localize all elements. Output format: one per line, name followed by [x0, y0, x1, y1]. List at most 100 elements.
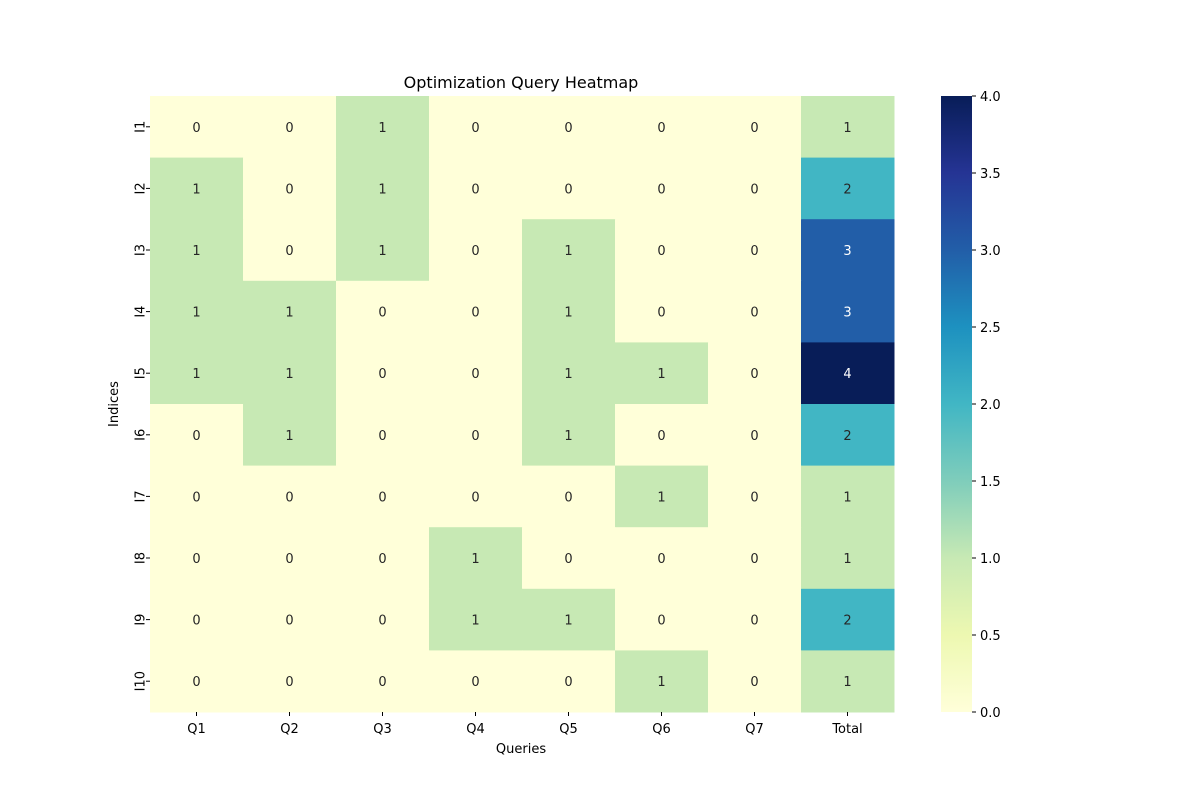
heatmap-cell	[801, 650, 895, 713]
cell-value-label: 0	[564, 675, 572, 690]
cell-value-label: 1	[378, 182, 386, 197]
cell-value-label: 1	[192, 244, 200, 259]
y-tick-label: I2	[134, 182, 149, 194]
heatmap-cell	[429, 280, 523, 343]
heatmap-cells: 0 0 1 0 0 0 0 1 1 0 1 0 0 0 0 2 1 0 1 0 1 0 0 3 1 1 0 0 1 0 0 3 1 1 0 0 1 1 0 4…	[150, 96, 895, 713]
heatmap-cell	[801, 219, 895, 282]
cell-value-label: 0	[378, 490, 386, 505]
cell-value-label: 1	[192, 182, 200, 197]
heatmap-cell	[708, 588, 802, 651]
heatmap-cell	[336, 157, 430, 220]
heatmap-cell	[429, 527, 523, 590]
cell-value-label: 0	[378, 306, 386, 321]
cell-value-label: 0	[750, 490, 758, 505]
cell-value-label: 0	[657, 614, 665, 629]
x-tick-label: Q3	[373, 722, 392, 737]
cell-value-label: 0	[192, 552, 200, 567]
cell-value-label: 2	[843, 614, 851, 629]
x-tick-label: Q7	[745, 722, 764, 737]
heatmap-cell	[150, 588, 244, 651]
cell-value-label: 1	[285, 306, 293, 321]
heatmap-cell	[522, 588, 616, 651]
heatmap-cell	[243, 219, 337, 282]
heatmap-cell	[801, 404, 895, 467]
heatmap-cell	[801, 527, 895, 590]
cell-value-label: 1	[843, 490, 851, 505]
cell-value-label: 0	[285, 490, 293, 505]
heatmap-cell	[336, 96, 430, 159]
colorbar-tick-label: 4.0	[980, 90, 1001, 105]
cell-value-label: 1	[843, 552, 851, 567]
cell-value-label: 0	[378, 367, 386, 382]
heatmap-cell	[429, 588, 523, 651]
cell-value-label: 0	[285, 552, 293, 567]
cell-value-label: 1	[378, 121, 386, 136]
colorbar-tick-label: 3.0	[980, 244, 1001, 259]
y-tick-label: I7	[134, 490, 149, 502]
heatmap-cell	[243, 465, 337, 528]
heatmap-cell	[801, 465, 895, 528]
cell-value-label: 2	[843, 429, 851, 444]
heatmap-cell	[336, 404, 430, 467]
cell-value-label: 0	[471, 182, 479, 197]
heatmap-cell	[615, 280, 709, 343]
heatmap-cell	[522, 157, 616, 220]
heatmap-cell	[801, 588, 895, 651]
heatmap-cell	[801, 342, 895, 405]
heatmap-cell	[336, 280, 430, 343]
heatmap-cell	[615, 465, 709, 528]
cell-value-label: 1	[843, 121, 851, 136]
heatmap-cell	[429, 96, 523, 159]
heatmap-cell	[150, 342, 244, 405]
heatmap-cell	[708, 342, 802, 405]
heatmap-cell	[150, 157, 244, 220]
cell-value-label: 3	[843, 306, 851, 321]
heatmap-cell	[615, 96, 709, 159]
cell-value-label: 3	[843, 244, 851, 259]
heatmap-cell	[615, 588, 709, 651]
cell-value-label: 0	[285, 121, 293, 136]
cell-value-label: 0	[471, 675, 479, 690]
heatmap-cell	[522, 404, 616, 467]
cell-value-label: 0	[192, 121, 200, 136]
heatmap-cell	[243, 404, 337, 467]
cell-value-label: 4	[843, 367, 851, 382]
heatmap-cell	[243, 650, 337, 713]
x-axis-ticks: Q1 Q2 Q3 Q4 Q5 Q6 Q7 Total	[187, 712, 863, 737]
cell-value-label: 0	[750, 429, 758, 444]
cell-value-label: 0	[657, 182, 665, 197]
cell-value-label: 1	[564, 367, 572, 382]
cell-value-label: 0	[750, 306, 758, 321]
cell-value-label: 0	[192, 614, 200, 629]
cell-value-label: 0	[285, 675, 293, 690]
cell-value-label: 0	[750, 182, 758, 197]
colorbar-tick-label: 1.0	[980, 552, 1001, 567]
colorbar: 0.0 0.5 1.0 1.5 2.0 2.5 3.0 3.5 4.0	[941, 90, 1001, 721]
heatmap-cell	[615, 527, 709, 590]
heatmap-cell	[429, 342, 523, 405]
cell-value-label: 1	[192, 306, 200, 321]
heatmap-cell	[243, 527, 337, 590]
heatmap-cell	[708, 650, 802, 713]
cell-value-label: 1	[564, 306, 572, 321]
x-tick-label: Total	[831, 722, 862, 737]
cell-value-label: 1	[657, 367, 665, 382]
heatmap-cell	[243, 588, 337, 651]
colorbar-gradient	[941, 96, 972, 712]
cell-value-label: 1	[471, 614, 479, 629]
cell-value-label: 1	[564, 244, 572, 259]
y-tick-label: I10	[134, 671, 149, 691]
cell-value-label: 0	[471, 244, 479, 259]
x-tick-label: Q2	[280, 722, 299, 737]
y-axis-ticks: I1 I2 I3 I4 I5 I6 I7 I8 I9 I10	[134, 121, 150, 691]
cell-value-label: 0	[750, 614, 758, 629]
x-tick-label: Q1	[187, 722, 206, 737]
cell-value-label: 0	[378, 429, 386, 444]
cell-value-label: 0	[750, 244, 758, 259]
heatmap-cell	[522, 96, 616, 159]
cell-value-label: 0	[750, 121, 758, 136]
colorbar-tick-label: 1.5	[980, 475, 1001, 490]
y-tick-label: I1	[134, 121, 149, 133]
cell-value-label: 1	[192, 367, 200, 382]
